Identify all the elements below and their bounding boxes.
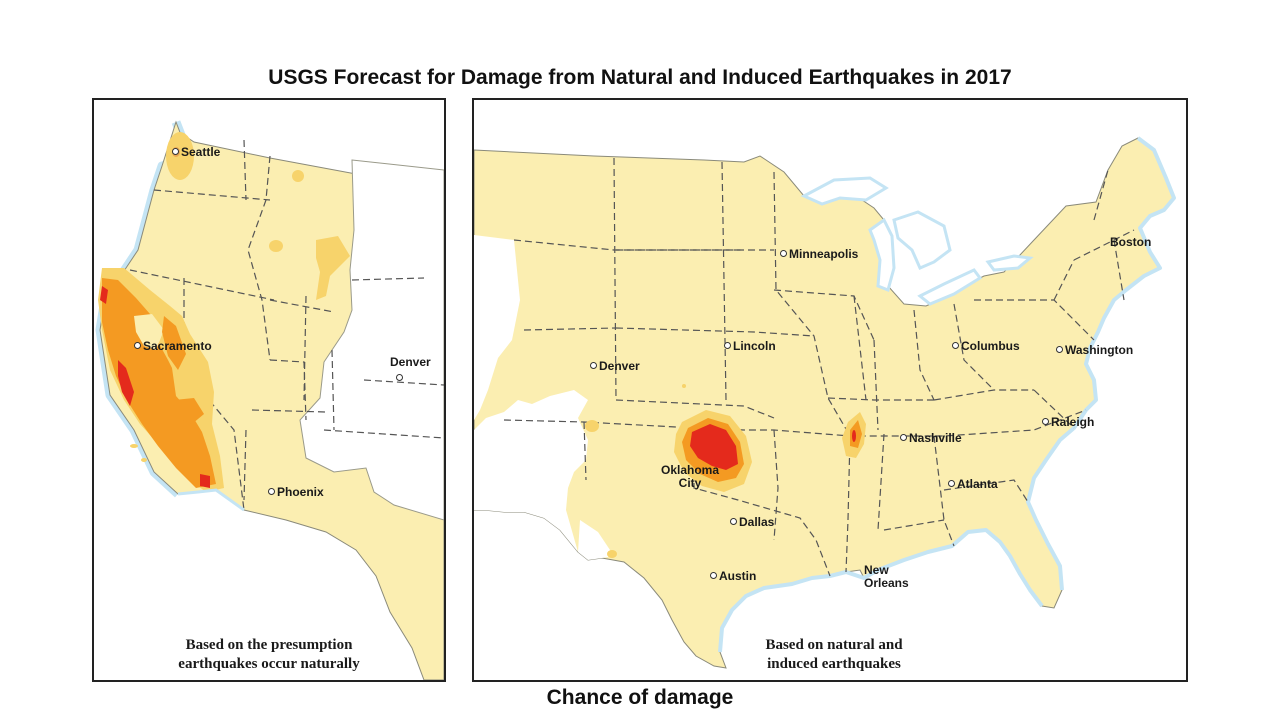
western-us-map [95, 120, 444, 680]
city-marker [172, 148, 179, 156]
hazard-moderate-california [102, 278, 216, 488]
city-denver: Denver [590, 360, 640, 373]
city-marker [780, 250, 787, 258]
uncovered-area [299, 159, 444, 521]
city-marker [900, 434, 907, 442]
hazard-low-idaho [292, 170, 304, 182]
city-marker [948, 480, 955, 488]
city-washington: Washington [1056, 344, 1133, 357]
uncovered-area-nm [474, 390, 588, 552]
city-sacramento: Sacramento [134, 340, 212, 353]
city-marker [590, 362, 597, 370]
lake-michigan [868, 217, 896, 293]
induced-caption: Based on natural and induced earthquakes [765, 637, 903, 672]
lake-huron [892, 210, 952, 270]
city-marker [952, 342, 959, 350]
city-marker [268, 488, 275, 496]
city-marker [134, 342, 141, 350]
lake-ontario [985, 254, 1034, 272]
city-atlanta: Atlanta [948, 478, 998, 491]
hazard-low-seattle [166, 132, 194, 180]
city-austin: Austin [710, 570, 756, 583]
city-lincoln: Lincoln [724, 340, 776, 353]
uncovered-area-west [474, 235, 520, 420]
city-phoenix: Phoenix [268, 486, 324, 499]
city-new-orleans: New Orleans [864, 563, 909, 590]
hazard-high-oklahoma [690, 424, 738, 470]
city-oklahoma-city: Oklahoma City [660, 463, 720, 490]
natural-caption: Based on the presumption earthquakes occ… [178, 637, 360, 672]
denver-marker [396, 372, 405, 385]
city-marker [1056, 346, 1063, 354]
city-dallas: Dallas [730, 516, 774, 529]
city-boston: Boston [1110, 235, 1152, 249]
lake-superior [800, 176, 889, 206]
city-columbus: Columbus [952, 340, 1020, 353]
hazard-low-texas-west [607, 550, 617, 558]
city-marker [710, 572, 717, 580]
city-marker [730, 518, 737, 526]
uncovered-area-south [364, 400, 394, 430]
central-eastern-us-map [474, 136, 1176, 669]
lake-erie [917, 268, 983, 306]
city-raleigh: Raleigh [1042, 416, 1094, 429]
city-seattle: Seattle [172, 146, 220, 159]
hazard-low-colorado [585, 420, 599, 432]
city-minneapolis: Minneapolis [780, 248, 858, 261]
city-marker [1042, 418, 1049, 426]
natural-forecast-map-panel: Seattle Sacramento Denver Phoenix Based … [92, 98, 446, 682]
hazard-high-sf [118, 360, 134, 406]
city-nashville: Nashville [900, 432, 962, 445]
city-marker [724, 342, 731, 350]
induced-forecast-map-panel: Minneapolis Boston Lincoln Denver Columb… [472, 98, 1188, 682]
city-denver: Denver [390, 355, 431, 369]
legend-caption: Chance of damage [546, 686, 734, 709]
hazard-low-wasatch [316, 236, 350, 300]
map-title: USGS Forecast for Damage from Natural an… [268, 66, 1012, 89]
